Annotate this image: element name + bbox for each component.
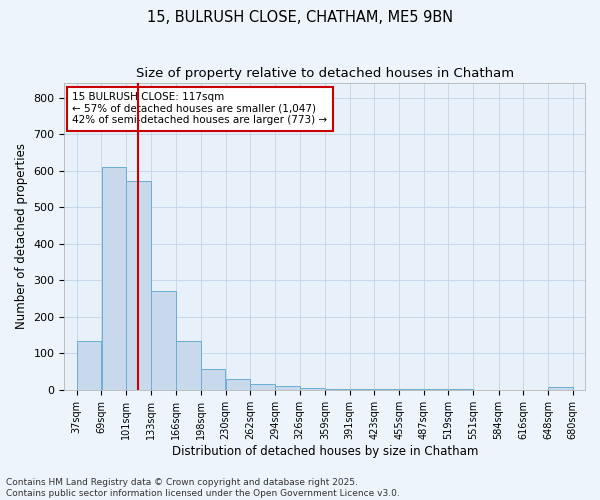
Bar bbox=[300, 388, 325, 390]
Bar bbox=[77, 342, 101, 390]
Bar bbox=[176, 342, 201, 390]
Bar bbox=[101, 167, 126, 390]
Text: 15 BULRUSH CLOSE: 117sqm
← 57% of detached houses are smaller (1,047)
42% of sem: 15 BULRUSH CLOSE: 117sqm ← 57% of detach… bbox=[72, 92, 328, 126]
Bar bbox=[226, 379, 250, 390]
Text: 15, BULRUSH CLOSE, CHATHAM, ME5 9BN: 15, BULRUSH CLOSE, CHATHAM, ME5 9BN bbox=[147, 10, 453, 25]
Text: Contains HM Land Registry data © Crown copyright and database right 2025.
Contai: Contains HM Land Registry data © Crown c… bbox=[6, 478, 400, 498]
Bar bbox=[201, 369, 226, 390]
Bar bbox=[325, 389, 350, 390]
Bar bbox=[250, 384, 275, 390]
Bar bbox=[126, 181, 151, 390]
Bar bbox=[548, 387, 572, 390]
Bar bbox=[350, 389, 374, 390]
Title: Size of property relative to detached houses in Chatham: Size of property relative to detached ho… bbox=[136, 68, 514, 80]
Y-axis label: Number of detached properties: Number of detached properties bbox=[15, 144, 28, 330]
Bar bbox=[374, 389, 399, 390]
Bar bbox=[275, 386, 299, 390]
Bar bbox=[151, 290, 176, 390]
X-axis label: Distribution of detached houses by size in Chatham: Distribution of detached houses by size … bbox=[172, 444, 478, 458]
